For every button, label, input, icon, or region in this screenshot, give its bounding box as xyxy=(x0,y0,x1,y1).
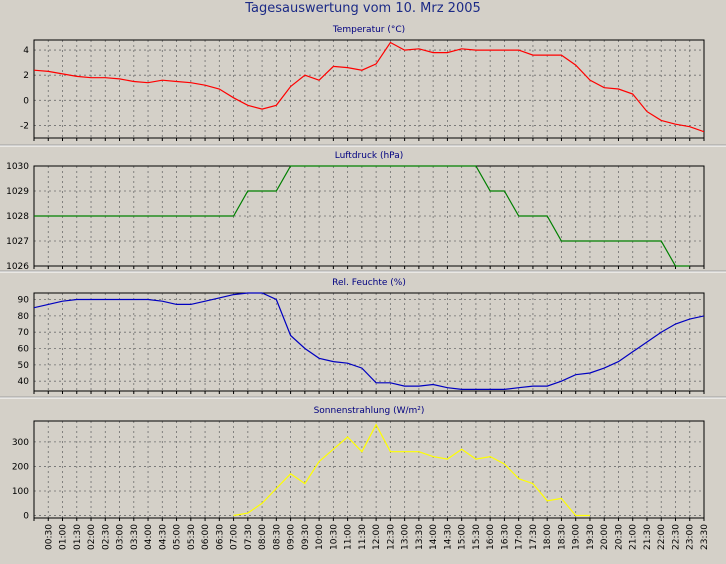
x-tick-label: 18:00 xyxy=(543,524,553,550)
y-tick-label: 1029 xyxy=(6,187,29,197)
y-tick-label: 300 xyxy=(12,438,29,448)
x-tick-label: 19:00 xyxy=(572,524,582,550)
y-tick-label: 1027 xyxy=(6,237,29,247)
chart-title-1: Luftdruck (hPa) xyxy=(335,151,404,161)
x-tick-label: 00:30 xyxy=(44,524,54,550)
x-tick-label: 11:00 xyxy=(344,524,354,550)
y-tick-label: 0 xyxy=(23,512,29,522)
series-line-2 xyxy=(34,292,704,390)
chart-title-3: Sonnenstrahlung (W/m²) xyxy=(314,406,425,416)
x-tick-label: 08:30 xyxy=(272,524,282,550)
x-tick-label: 07:00 xyxy=(230,524,240,550)
y-tick-label: 70 xyxy=(18,328,30,338)
y-tick-label: 0 xyxy=(23,96,29,106)
y-tick-label: 1030 xyxy=(6,162,29,172)
y-tick-label: 200 xyxy=(12,462,29,472)
x-tick-label: 21:30 xyxy=(643,524,653,550)
y-tick-label: 50 xyxy=(18,361,30,371)
x-tick-label: 16:00 xyxy=(486,524,496,550)
x-tick-label: 10:30 xyxy=(329,524,339,550)
y-tick-label: 90 xyxy=(18,296,30,306)
x-tick-label: 07:30 xyxy=(244,524,254,550)
y-tick-label: 80 xyxy=(18,312,30,322)
y-tick-label: 1026 xyxy=(6,262,29,272)
x-tick-label: 22:00 xyxy=(657,524,667,550)
x-tick-label: 04:30 xyxy=(158,524,168,550)
x-tick-label: 13:30 xyxy=(415,524,425,550)
chart-title-2: Rel. Feuchte (%) xyxy=(332,278,406,288)
x-tick-label: 20:30 xyxy=(614,524,624,550)
plot-frame xyxy=(33,292,705,392)
x-tick-label: 06:30 xyxy=(215,524,225,550)
x-tick-label: 17:30 xyxy=(529,524,539,550)
x-tick-label: 03:30 xyxy=(130,524,140,550)
x-tick-label: 20:00 xyxy=(600,524,610,550)
x-tick-label: 22:30 xyxy=(671,524,681,550)
x-tick-label: 14:30 xyxy=(443,524,453,550)
x-tick-label: 06:00 xyxy=(201,524,211,550)
x-tick-label: 15:00 xyxy=(458,524,468,550)
x-tick-label: 17:00 xyxy=(515,524,525,550)
x-tick-label: 14:00 xyxy=(429,524,439,550)
series-line-0 xyxy=(34,41,704,133)
plot-frame xyxy=(33,420,705,519)
x-tick-label: 08:00 xyxy=(258,524,268,550)
y-tick-label: 100 xyxy=(12,487,29,497)
x-tick-label: 03:00 xyxy=(116,524,126,550)
x-tick-label: 18:30 xyxy=(557,524,567,550)
x-tick-label: 01:00 xyxy=(59,524,69,550)
page-title: Tagesauswertung vom 10. Mrz 2005 xyxy=(245,1,481,16)
x-tick-label: 12:00 xyxy=(372,524,382,550)
x-tick-label: 11:30 xyxy=(358,524,368,550)
x-tick-label: 05:30 xyxy=(187,524,197,550)
x-tick-label: 12:30 xyxy=(386,524,396,550)
x-tick-label: 13:00 xyxy=(401,524,411,550)
x-tick-label: 09:30 xyxy=(301,524,311,550)
y-tick-label: -2 xyxy=(20,121,29,131)
x-tick-label: 10:00 xyxy=(315,524,325,550)
y-tick-label: 40 xyxy=(18,377,30,387)
x-tick-label: 21:00 xyxy=(629,524,639,550)
x-tick-label: 05:00 xyxy=(173,524,183,550)
x-tick-label: 15:30 xyxy=(472,524,482,550)
series-line-1 xyxy=(34,165,690,267)
x-tick-label: 19:30 xyxy=(586,524,596,550)
x-tick-label: 01:30 xyxy=(73,524,83,550)
x-tick-label: 04:00 xyxy=(144,524,154,550)
x-tick-label: 23:00 xyxy=(686,524,696,550)
y-tick-label: 1028 xyxy=(6,212,29,222)
y-tick-label: 60 xyxy=(18,345,30,355)
y-tick-label: 2 xyxy=(23,71,29,81)
plot-frame xyxy=(33,39,705,139)
x-tick-label: 09:00 xyxy=(287,524,297,550)
y-tick-label: 4 xyxy=(23,46,29,56)
series-line-3 xyxy=(233,423,590,517)
chart-title-0: Temperatur (°C) xyxy=(332,25,405,35)
x-tick-label: 16:30 xyxy=(500,524,510,550)
x-tick-label: 02:30 xyxy=(101,524,111,550)
x-tick-label: 02:00 xyxy=(87,524,97,550)
x-tick-label: 23:30 xyxy=(700,524,710,550)
